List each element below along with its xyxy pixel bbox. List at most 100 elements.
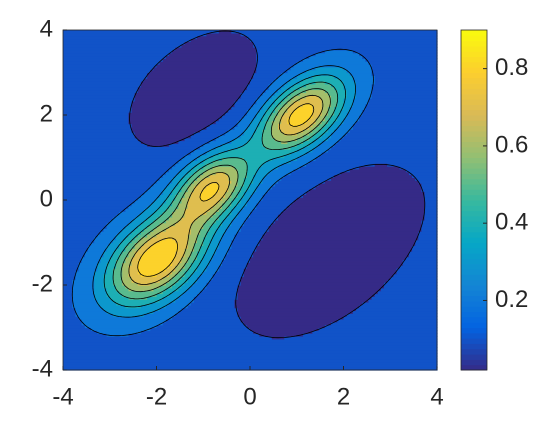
contour-fill <box>296 143 310 147</box>
contour-fill <box>184 41 254 45</box>
contour-fill <box>134 253 142 258</box>
contour-fill <box>131 248 139 252</box>
contour-fill <box>281 115 292 119</box>
contour-fill <box>246 188 257 193</box>
contour-fill <box>265 89 279 93</box>
contour-fill <box>184 270 195 275</box>
contour-fill <box>128 273 142 278</box>
contour-fill <box>212 236 223 241</box>
contour-fill <box>274 92 282 96</box>
contour-fill <box>302 333 438 337</box>
contour-fill <box>278 180 326 184</box>
contour-fill <box>215 191 226 195</box>
contour-fill <box>197 251 207 255</box>
contour-fill <box>140 140 179 144</box>
contour-fill <box>63 265 80 269</box>
contour-fill <box>63 32 207 37</box>
contour-fill <box>271 112 279 116</box>
contour-fill <box>112 251 123 255</box>
contour-fill <box>408 251 438 255</box>
contour-fill <box>63 202 133 207</box>
contour-line <box>129 30 426 339</box>
contour-fill <box>134 245 142 249</box>
contour-fill <box>203 239 211 244</box>
contour-fill <box>63 276 77 280</box>
contour-fill <box>256 168 273 173</box>
contour-fill <box>334 120 345 125</box>
contour-fill <box>190 228 201 232</box>
contour-fill <box>134 134 192 139</box>
contour-fill <box>218 183 229 187</box>
contour-fill <box>281 117 288 122</box>
contour-fill <box>424 208 438 212</box>
contour-fill <box>197 268 207 272</box>
contour-fill <box>63 228 105 232</box>
contour-fill <box>290 92 301 96</box>
contour-fill <box>327 120 335 125</box>
contour-fill <box>78 316 173 320</box>
contour-fill <box>299 72 351 76</box>
contour-fill <box>150 327 251 331</box>
contour-fill <box>63 44 183 48</box>
contour-fill <box>331 83 345 88</box>
contour-fill <box>281 129 304 133</box>
contour-fill <box>87 248 108 252</box>
contour-fill <box>355 83 373 88</box>
contour-fill <box>253 44 438 48</box>
contour-fill <box>265 126 273 130</box>
contour-fill <box>343 106 351 110</box>
contour-fill <box>184 251 192 255</box>
contour-fill <box>165 319 242 323</box>
contour-fill <box>63 338 438 343</box>
contour-fill <box>162 211 173 215</box>
contour-fill <box>259 166 279 170</box>
contour-fill <box>156 197 167 201</box>
contour-fill <box>271 81 288 85</box>
contour-fill <box>197 177 204 181</box>
contour-fill <box>87 245 108 249</box>
contour-fill <box>200 194 214 198</box>
contour-fill <box>187 279 198 283</box>
colorbar-swatch <box>461 146 487 153</box>
contour-fill <box>371 296 438 300</box>
contour-fill <box>218 217 226 221</box>
colorbar-swatch <box>461 332 487 339</box>
contour-fill <box>112 217 136 221</box>
contour-fill <box>109 296 130 300</box>
contour-line <box>137 103 315 277</box>
colorbar-swatch <box>461 242 487 249</box>
contour-fill <box>346 69 373 74</box>
contour-fill <box>115 287 130 292</box>
contour-fill <box>374 75 438 79</box>
contour-fill <box>156 225 170 229</box>
contour-fill <box>137 89 245 93</box>
colorbar-swatch <box>461 125 487 132</box>
contour-fill <box>299 154 320 159</box>
contour-fill <box>103 273 114 278</box>
contour-fill <box>168 273 176 278</box>
contour-fill <box>172 262 179 266</box>
contour-fill <box>262 163 282 167</box>
contour-fill <box>331 103 338 108</box>
contour-fill <box>343 316 438 320</box>
contour-fill <box>250 256 407 261</box>
contour-fill <box>387 163 438 167</box>
contour-fill <box>340 112 348 116</box>
contour-fill <box>63 117 130 122</box>
contour-fill <box>412 248 438 252</box>
contour-fill <box>190 231 201 235</box>
contour-fill <box>159 307 183 312</box>
contour-fill <box>206 285 239 289</box>
contour-fill <box>119 245 126 249</box>
contour-fill <box>63 324 86 329</box>
contour-fill <box>237 177 245 181</box>
contour-fill <box>209 225 220 229</box>
contour-fill <box>250 197 264 201</box>
contour-fill <box>290 123 301 127</box>
contour-fill <box>197 163 207 167</box>
contour-fill <box>306 163 376 167</box>
contour-fill <box>150 202 164 207</box>
contour-fill <box>262 117 270 122</box>
contour-fill <box>218 265 248 269</box>
contour-fill <box>187 287 204 292</box>
